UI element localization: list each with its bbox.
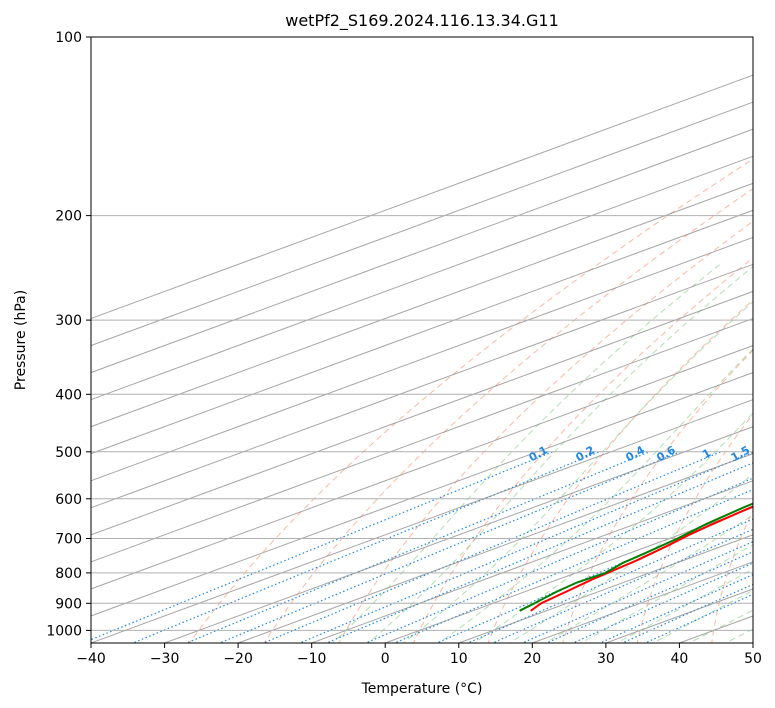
isotherm-line [91, 101, 753, 347]
y-tick-label: 500 [55, 445, 82, 461]
x-tick-label: −10 [297, 651, 327, 667]
mixing-ratio-line [218, 451, 681, 643]
mixing-ratio-lines [91, 451, 753, 643]
mixing-ratio-labels: 0.1 0.2 0.4 0.6 1 1.5 [527, 443, 752, 464]
isotherm-line [91, 372, 753, 617]
mixing-ratio-line [435, 505, 753, 643]
moist-adiabat [438, 348, 753, 643]
isotherm-line [91, 209, 753, 455]
y-axis-label: Pressure (hPa) [13, 290, 29, 390]
mixing-ratio-label: 0.2 [574, 443, 597, 464]
isotherm-line [91, 399, 753, 643]
dry-adiabats [189, 158, 753, 643]
isobar-gridlines [91, 37, 753, 631]
isotherm-line [91, 236, 753, 482]
isotherm-line [458, 534, 753, 643]
x-tick-label: 10 [450, 651, 468, 667]
isotherm-line [91, 182, 753, 428]
mixing-ratio-line [520, 541, 753, 643]
isotherms [91, 74, 753, 643]
plot-frame [90, 36, 754, 644]
moist-adiabat [688, 609, 753, 643]
isotherm-line [752, 642, 753, 643]
dry-adiabat [338, 220, 753, 643]
y-tick-label: 100 [55, 30, 82, 46]
x-tick-label: 50 [744, 651, 762, 667]
moist-adiabat [331, 262, 723, 643]
isotherm-line [164, 426, 753, 643]
moist-adiabat [724, 628, 753, 643]
isotherm-line [385, 507, 753, 643]
isotherm-line [91, 345, 753, 590]
moist-adiabat [544, 514, 753, 643]
mixing-ratio-label: 0.6 [654, 443, 678, 464]
y-tick-label: 800 [55, 566, 82, 582]
chart-title: wetPf2_S169.2024.116.13.34.G11 [285, 11, 559, 31]
moist-adiabat [579, 543, 753, 643]
mixing-ratio-line [298, 451, 753, 643]
x-tick-label: −40 [76, 651, 106, 667]
x-tick-label: 40 [670, 651, 688, 667]
x-tick-label: 20 [523, 651, 541, 667]
isotherm-line [91, 263, 753, 509]
y-tick-label: 900 [55, 596, 82, 612]
moist-adiabat [615, 568, 753, 643]
x-tick-label: −20 [223, 651, 253, 667]
mixing-ratio-line [364, 477, 753, 643]
isotherm-line [91, 128, 753, 374]
y-tick-label: 700 [55, 532, 82, 548]
isotherm-line [91, 155, 753, 401]
isotherm-line [91, 74, 753, 320]
mixing-ratio-line [185, 451, 650, 643]
dry-adiabat [189, 158, 753, 643]
dry-adiabat [412, 257, 753, 643]
mixing-ratio-line [325, 462, 753, 643]
isotherm-line [91, 317, 753, 563]
y-axis: 100 200 300 400 500 600 700 800 900 1000 [46, 30, 91, 639]
isotherm-line [237, 453, 753, 643]
x-axis: −40 −30 −20 −10 0 10 20 30 40 50 [76, 643, 762, 667]
dry-adiabat [711, 509, 753, 643]
y-tick-label: 400 [55, 387, 82, 403]
isotherm-line [311, 480, 753, 643]
sounding-series [519, 502, 753, 612]
isotherm-line [91, 290, 753, 536]
mixing-ratio-line [571, 562, 753, 643]
dry-adiabat [263, 188, 753, 643]
mixing-ratio-label: 1 [700, 446, 713, 461]
x-tick-label: 30 [597, 651, 615, 667]
temperature-line [530, 505, 753, 612]
x-axis-label: Temperature (°C) [361, 681, 483, 697]
y-tick-label: 1000 [46, 623, 82, 639]
dry-adiabat [487, 299, 753, 643]
x-tick-label: −30 [150, 651, 180, 667]
dry-adiabat [562, 349, 753, 643]
y-tick-label: 300 [55, 313, 82, 329]
y-tick-label: 200 [55, 209, 82, 225]
x-tick-label: 0 [381, 651, 390, 667]
moist-adiabat [508, 473, 753, 643]
mixing-ratio-line [466, 518, 753, 643]
mixing-ratio-line [91, 451, 553, 641]
mixing-ratio-line [261, 451, 721, 643]
moist-adiabat [402, 301, 753, 643]
moist-adiabat [651, 589, 753, 643]
y-tick-label: 600 [55, 492, 82, 508]
